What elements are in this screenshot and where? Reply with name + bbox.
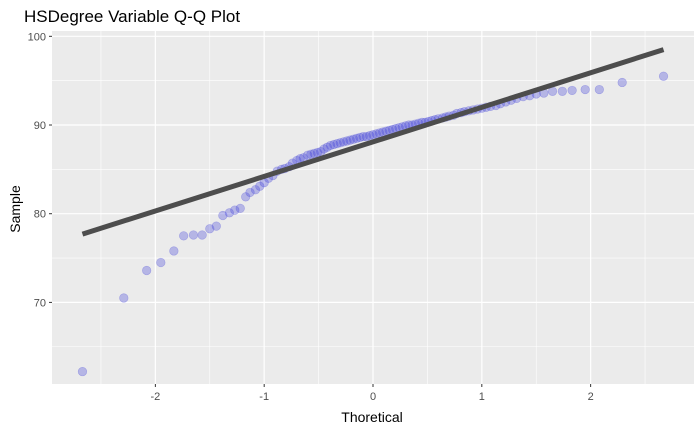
- data-point: [309, 148, 319, 158]
- data-point: [335, 138, 345, 148]
- data-point: [197, 230, 207, 240]
- data-point: [250, 185, 261, 195]
- axis-ticks: [49, 35, 592, 387]
- x-tick-label: -2: [150, 391, 160, 403]
- data-point: [156, 257, 166, 268]
- x-tick-label: 0: [370, 391, 376, 403]
- data-point: [188, 230, 199, 240]
- x-axis-tick-labels: -2 -1 0 1 2: [150, 391, 593, 403]
- data-point: [658, 71, 669, 81]
- data-point: [594, 84, 604, 95]
- data-point: [358, 131, 368, 142]
- data-point: [230, 205, 240, 215]
- data-point: [567, 85, 577, 96]
- data-point: [306, 149, 316, 159]
- data-point: [348, 134, 359, 144]
- data-point: [332, 139, 342, 149]
- data-point: [352, 133, 362, 143]
- major-gridlines: [52, 31, 694, 384]
- y-axis-tick-labels: 70 80 90 100: [28, 31, 46, 309]
- data-point: [241, 192, 251, 202]
- data-point: [339, 137, 349, 147]
- y-tick-label: 70: [34, 297, 46, 309]
- data-point: [342, 136, 352, 146]
- data-point: [169, 246, 179, 256]
- y-tick-label: 80: [34, 209, 46, 221]
- data-point: [312, 147, 323, 158]
- data-point: [224, 208, 234, 218]
- data-point: [325, 140, 336, 151]
- chart-title: HSDegree Variable Q-Q Plot: [24, 7, 240, 26]
- data-point: [617, 77, 627, 88]
- data-point: [345, 135, 355, 145]
- data-point: [371, 129, 381, 139]
- data-point: [77, 366, 88, 377]
- data-point: [218, 210, 228, 221]
- data-point: [119, 293, 129, 303]
- y-axis-title: Sample: [7, 185, 23, 233]
- data-point: [365, 131, 375, 141]
- data-point: [245, 187, 255, 198]
- data-point: [322, 142, 332, 152]
- y-tick-label: 100: [28, 31, 46, 43]
- x-tick-label: -1: [259, 391, 269, 403]
- data-point: [329, 139, 339, 150]
- data-point: [255, 181, 265, 191]
- data-point: [205, 224, 215, 234]
- data-point: [355, 132, 365, 143]
- x-tick-label: 1: [479, 391, 485, 403]
- data-point: [557, 86, 567, 96]
- x-axis-title: Thoretical: [341, 409, 402, 425]
- data-point: [142, 265, 152, 276]
- data-point: [580, 84, 590, 95]
- y-tick-label: 90: [34, 120, 46, 132]
- data-point: [361, 131, 372, 142]
- data-point: [368, 130, 378, 140]
- data-point: [235, 203, 245, 213]
- data-point: [179, 231, 189, 241]
- data-point: [319, 144, 329, 154]
- reference-line: [81, 47, 665, 237]
- data-point: [303, 150, 313, 160]
- data-point: [211, 221, 221, 231]
- x-tick-label: 2: [588, 391, 594, 403]
